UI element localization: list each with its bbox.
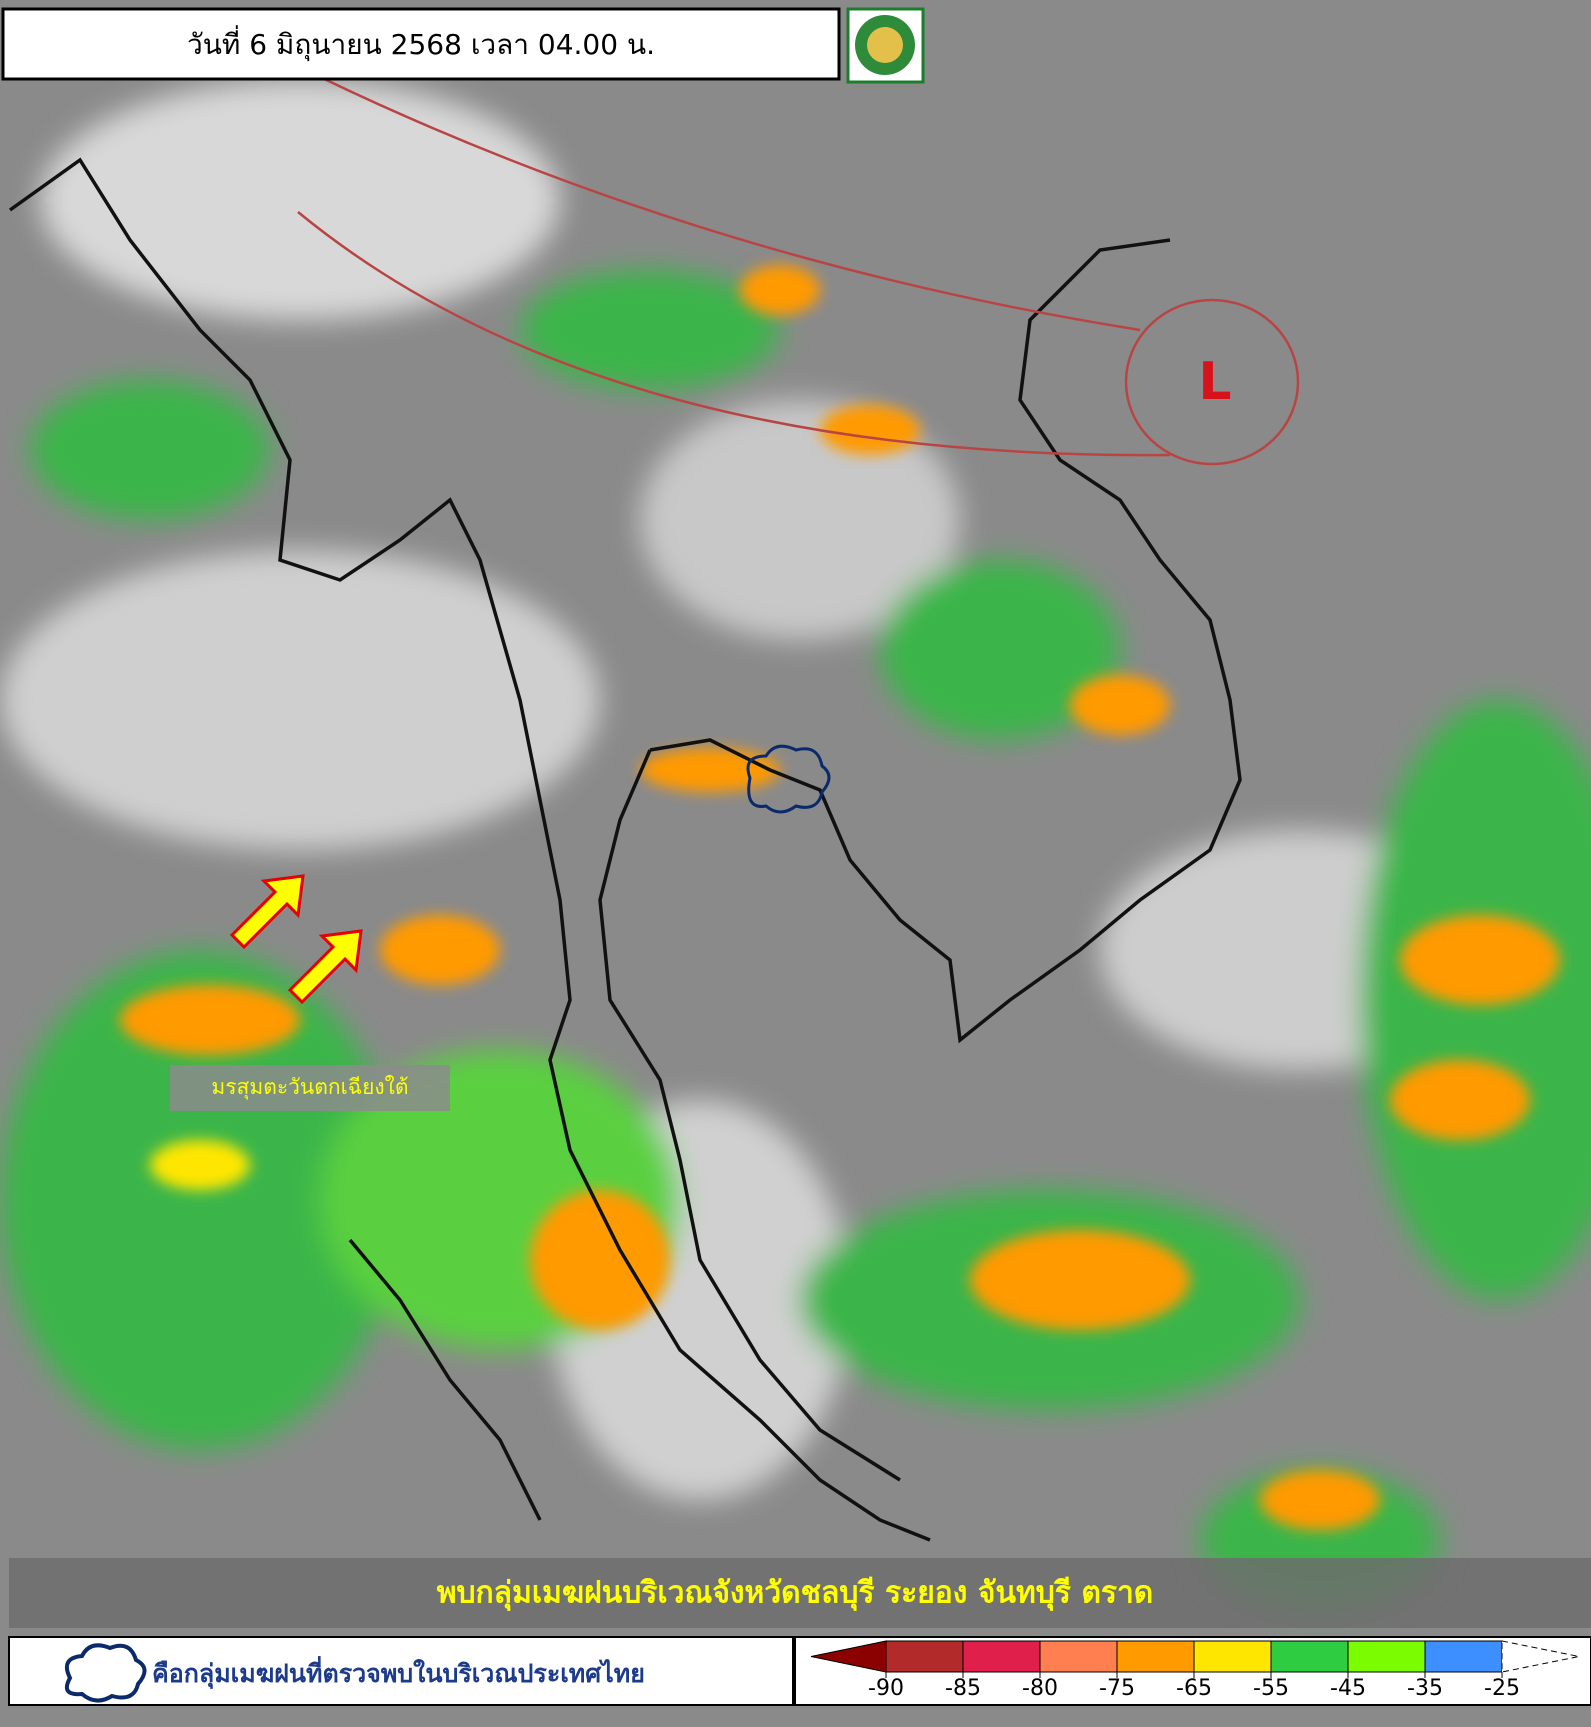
detected-cloud-outline — [746, 744, 831, 814]
scale-tick-label: -80 — [1022, 1676, 1058, 1701]
scale-tick-label: -75 — [1099, 1676, 1135, 1701]
scale-cell — [1193, 1640, 1272, 1673]
legend-note-box — [8, 1636, 794, 1706]
legend-cloud-icon — [65, 1643, 147, 1703]
scale-cell — [1039, 1640, 1118, 1673]
scale-tick-label: -45 — [1330, 1676, 1366, 1701]
scale-cell — [1347, 1640, 1426, 1673]
monsoon-label: มรสุมตะวันตกเฉียงใต้ — [211, 1075, 408, 1100]
scale-tick-label: -90 — [868, 1676, 904, 1701]
scale-cell — [885, 1640, 964, 1673]
scale-tick-label: -55 — [1253, 1676, 1289, 1701]
low-pressure-label: L — [1198, 352, 1231, 412]
legend-note: คือกลุ่มเมฆฝนที่ตรวจพบในบริเวณประเทศไทย — [152, 1656, 645, 1690]
logo-emblem-center — [867, 27, 903, 63]
monsoon-label-box — [170, 1065, 450, 1111]
scale-tick-label: -65 — [1176, 1676, 1212, 1701]
scale-cell — [1116, 1640, 1195, 1673]
color-scale: -90 -85 -80 -75 -65 -55 -45 -35 -25 — [810, 1640, 1580, 1701]
banner: พบกลุ่มเมฆฝนบริเวณจังหวัดชลบุรี ระยอง จั… — [437, 1576, 1154, 1612]
scale-cell — [1424, 1640, 1503, 1673]
title: วันที่ 6 มิถุนายน 2568 เวลา 04.00 น. — [187, 25, 655, 62]
banner-box — [9, 1558, 1591, 1628]
monsoon-arrows — [229, 874, 363, 1005]
scale-tick-label: -35 — [1407, 1676, 1443, 1701]
trough-lines — [297, 74, 1300, 466]
scale-tick-label: -25 — [1484, 1676, 1520, 1701]
title-box — [1, 7, 841, 81]
scale-cell — [962, 1640, 1041, 1673]
coastlines — [8, 157, 1242, 1542]
scale-tick-label: -85 — [945, 1676, 981, 1701]
scale-cap-right — [1501, 1640, 1580, 1673]
scale-cell — [1270, 1640, 1349, 1673]
